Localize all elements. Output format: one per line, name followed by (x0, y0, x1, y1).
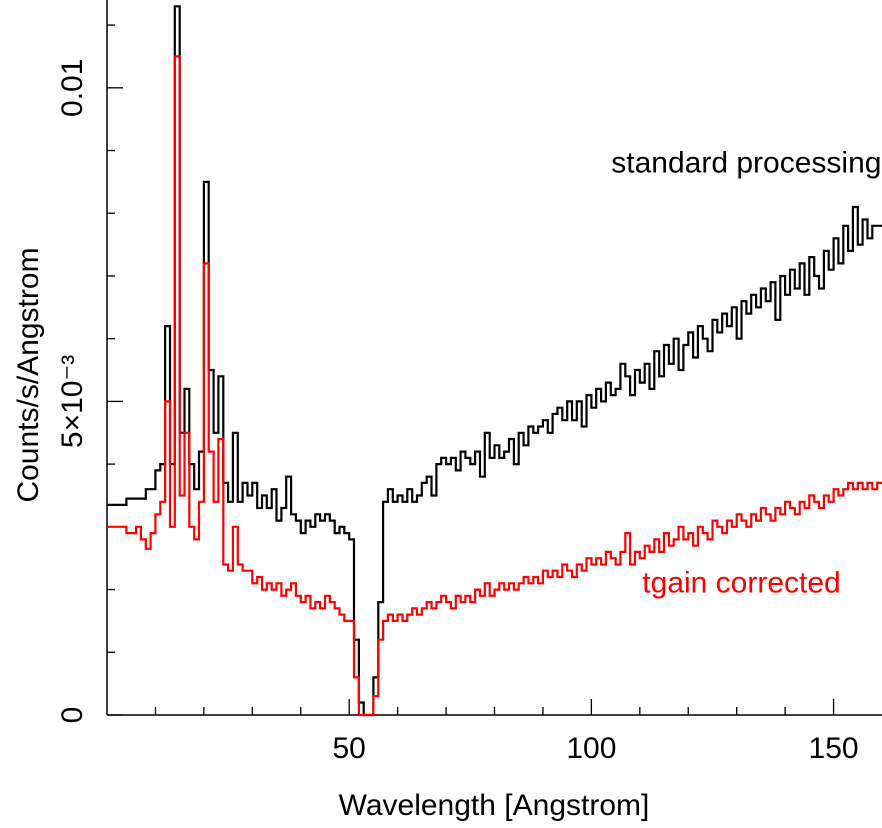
y-tick-label: 0 (56, 707, 89, 724)
x-tick-label: 100 (566, 732, 616, 765)
ticks-group: 50 100 150 0 5×10⁻³ 0.01 (56, 24, 859, 765)
plot-frame (106, 0, 882, 716)
x-tick-label: 150 (809, 732, 859, 765)
annotations-group: standard processing tgain corrected (611, 146, 881, 599)
x-tick-label: 50 (333, 732, 366, 765)
labels-group: Wavelength [Angstrom] Counts/s/Angstrom (12, 247, 649, 822)
y-axis-label: Counts/s/Angstrom (12, 247, 45, 502)
series-line-tgain (107, 55, 882, 717)
y-tick-label: 5×10⁻³ (56, 355, 89, 448)
series-group (107, 5, 882, 717)
series-annotation: standard processing (611, 146, 881, 179)
series-line-standard (107, 5, 882, 717)
x-axis-label: Wavelength [Angstrom] (339, 789, 650, 822)
series-annotation: tgain corrected (642, 567, 840, 600)
y-tick-label: 0.01 (56, 59, 89, 117)
